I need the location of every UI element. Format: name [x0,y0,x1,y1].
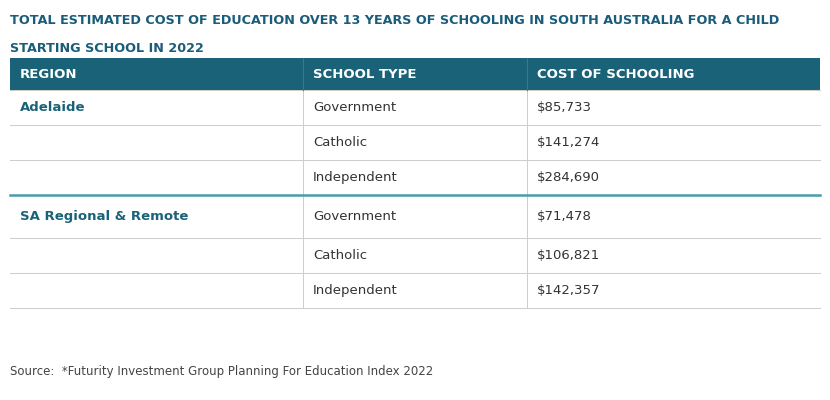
Text: STARTING SCHOOL IN 2022: STARTING SCHOOL IN 2022 [10,42,204,55]
Text: REGION: REGION [20,68,77,80]
Text: Independent: Independent [313,171,398,184]
Text: COST OF SCHOOLING: COST OF SCHOOLING [537,68,695,80]
Text: Government: Government [313,210,396,223]
Text: Source:  *Futurity Investment Group Planning For Education Index 2022: Source: *Futurity Investment Group Plann… [10,365,433,378]
Bar [10,58,820,90]
Text: Adelaide: Adelaide [20,101,85,114]
Text: Government: Government [313,101,396,114]
Text: $106,821: $106,821 [537,249,600,262]
Text: Catholic: Catholic [313,249,367,262]
Text: $284,690: $284,690 [537,171,600,184]
Text: Catholic: Catholic [313,136,367,149]
Text: Independent: Independent [313,284,398,297]
Text: $141,274: $141,274 [537,136,600,149]
Text: SA Regional & Remote: SA Regional & Remote [20,210,188,223]
Text: $85,733: $85,733 [537,101,592,114]
Text: $142,357: $142,357 [537,284,601,297]
Text: SCHOOL TYPE: SCHOOL TYPE [313,68,417,80]
Text: TOTAL ESTIMATED COST OF EDUCATION OVER 13 YEARS OF SCHOOLING IN SOUTH AUSTRALIA : TOTAL ESTIMATED COST OF EDUCATION OVER 1… [10,14,779,27]
Text: $71,478: $71,478 [537,210,592,223]
